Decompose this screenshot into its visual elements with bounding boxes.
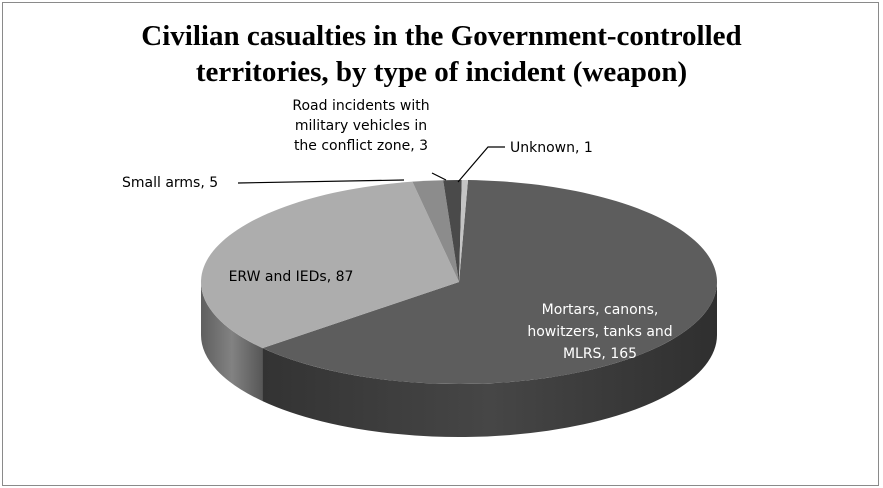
- pie-slice-mortars-canons-howitzers-tanks-and-mlrs[interactable]: [262, 180, 718, 385]
- pie-sides: [201, 282, 717, 437]
- data-label-line: ERW and IEDs, 87: [229, 269, 354, 285]
- data-label-line: Small arms, 5: [122, 175, 218, 191]
- data-label-small-arms: Small arms, 5: [122, 175, 218, 191]
- pie-slice-erw-and-ieds[interactable]: [201, 181, 459, 349]
- data-label-line: military vehicles in: [295, 118, 427, 134]
- data-label-road-incidents-with-military-vehicles-in-the-conflict-zone: Road incidents with military vehicles in t…: [292, 98, 429, 154]
- data-label-line: Unknown, 1: [510, 140, 593, 156]
- pie-side-mortars-canons-howitzers-tanks-and-mlrs: [262, 282, 717, 437]
- leader-line-small-arms: [237, 179, 405, 184]
- pie-slice-road-incidents-with-military-vehicles-in-the-conflict-zone[interactable]: [443, 179, 462, 282]
- leader-line-road-incidents-with-military-vehicles-in-the-conflict-zone: [431, 172, 447, 181]
- data-label-line: MLRS, 165: [563, 346, 637, 362]
- pie-slices: [201, 179, 718, 385]
- chart-title: Civilian casualties in the Government-co…: [0, 18, 883, 90]
- chart-title-line-2: territories, by type of incident (weapon…: [195, 56, 688, 88]
- leader-lines: [237, 146, 505, 184]
- data-label-line: Mortars, canons,: [542, 302, 659, 318]
- data-labels: Mortars, canons, howitzers, tanks and MLRS…: [122, 98, 673, 362]
- data-label-unknown: Unknown, 1: [510, 140, 593, 156]
- pie-slice-unknown[interactable]: [459, 180, 469, 282]
- data-label-line: the conflict zone, 3: [294, 138, 428, 154]
- data-label-mortars-canons-howitzers-tanks-and-mlrs: Mortars, canons, howitzers, tanks and MLRS…: [527, 302, 672, 362]
- chart-title-line-1: Civilian casualties in the Government-co…: [141, 20, 742, 52]
- data-label-line: howitzers, tanks and: [527, 324, 672, 340]
- pie-slice-small-arms[interactable]: [412, 180, 459, 282]
- leader-line-unknown: [457, 146, 505, 183]
- data-label-line: Road incidents with: [292, 98, 429, 114]
- pie-side-erw-and-ieds: [201, 282, 263, 402]
- data-label-erw-and-ieds: ERW and IEDs, 87: [229, 269, 354, 285]
